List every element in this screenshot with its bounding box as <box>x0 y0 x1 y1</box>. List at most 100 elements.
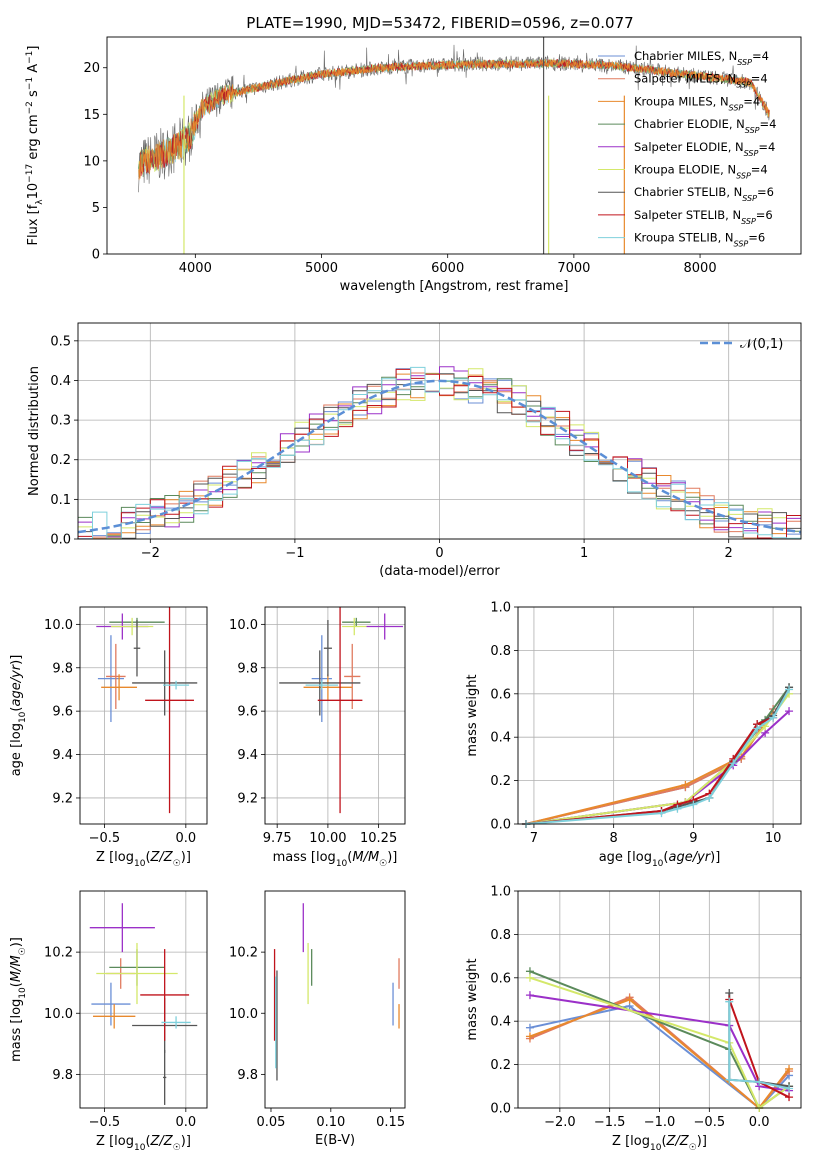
weight-marker <box>725 997 734 1006</box>
x-axis-label: E(B-V) <box>315 1133 355 1148</box>
x-tick-label: 0 <box>435 546 443 561</box>
x-tick-label: 0.0 <box>749 1115 770 1130</box>
weight-series <box>525 686 790 825</box>
y-tick-label: 1.0 <box>490 601 511 616</box>
y-tick-label: 0.0 <box>490 818 511 833</box>
errorbar-point <box>161 1016 191 1029</box>
x-tick-label: −2 <box>141 546 160 561</box>
x-tick-label: 4000 <box>179 261 212 276</box>
legend-label: Chabrier MILES, NSSP=4 <box>634 49 769 67</box>
x-tick-label: 10 <box>765 831 782 846</box>
y-tick-label: 10 <box>83 154 100 169</box>
y-tick-label: 0.6 <box>490 971 511 986</box>
x-axis-label: (data-model)/error <box>379 564 500 579</box>
weight-marker <box>705 793 714 802</box>
errorbar-point <box>132 650 198 716</box>
y-tick-label: 9.6 <box>52 705 73 720</box>
y-tick-label: 5 <box>92 201 100 216</box>
panel-weight_vs_Z: −2.0 −1.5 −1.0 −0.5 0.0 0.0 0.2 0.4 0.6 0.8 1.0 Z [… <box>465 885 802 1153</box>
x-axis-label: Z [log10(Z/Z☉)] <box>96 1134 191 1153</box>
errorbar-point <box>106 643 126 709</box>
x-tick-label: 0.0 <box>175 831 196 846</box>
y-tick-label: 20 <box>83 61 100 76</box>
y-tick-label: 10.2 <box>229 946 258 961</box>
x-tick-label: −0.5 <box>694 1115 726 1130</box>
weight-marker <box>689 800 698 809</box>
x-tick-label: 0.15 <box>376 1115 405 1130</box>
errorbar-point <box>323 620 332 677</box>
y-tick-label: 9.8 <box>52 661 73 676</box>
weight-marker <box>785 1093 794 1102</box>
errorbars <box>89 903 198 1105</box>
spectrum-line <box>138 58 770 181</box>
y-tick-label: 0.1 <box>50 493 71 508</box>
axes-frame <box>264 606 406 825</box>
weight-marker <box>657 809 666 818</box>
axes-frame <box>79 890 208 1109</box>
weight-marker <box>673 804 682 813</box>
weight-marker <box>725 1075 734 1084</box>
errorbar-point <box>344 643 361 709</box>
panel-weight_vs_age: 7 8 9 10 0.0 0.2 0.4 0.6 0.8 1.0 age [log10(age/yr… <box>465 601 802 869</box>
panel-age_vs_mass: 9.75 10.00 10.25 9.2 9.4 9.6 9.8 10.0 mass [log1… <box>229 606 406 869</box>
errorbar-point <box>145 607 194 814</box>
gaussian-curve <box>78 379 801 534</box>
x-tick-label: 7 <box>530 831 538 846</box>
x-axis-label: Z [log10(Z/Z☉)] <box>96 850 191 869</box>
x-axis-label: mass [log10(M/M☉)] <box>273 850 398 869</box>
y-axis-label: Normed distribution <box>27 366 42 496</box>
y-tick-label: 9.8 <box>52 1068 73 1083</box>
y-tick-label: 0.8 <box>490 644 511 659</box>
errorbar-point <box>101 674 137 701</box>
errorbar-point <box>317 607 363 814</box>
errorbar-point <box>93 1004 136 1029</box>
x-tick-label: 5000 <box>305 261 338 276</box>
x-tick-label: 0.05 <box>257 1115 286 1130</box>
y-tick-label: 10.0 <box>44 1007 73 1022</box>
x-axis-label: wavelength [Angstrom, rest frame] <box>340 279 569 294</box>
y-tick-label: 0.8 <box>490 928 511 943</box>
y-tick-label: 9.4 <box>237 748 258 763</box>
y-tick-label: 10.0 <box>229 618 258 633</box>
y-tick-label: 10.0 <box>44 618 73 633</box>
errorbars <box>96 607 198 814</box>
y-tick-label: 9.2 <box>52 791 73 806</box>
errorbar-point <box>342 617 367 636</box>
y-tick-label: 0.5 <box>50 334 71 349</box>
y-tick-label: 15 <box>83 108 100 123</box>
errorbar-point <box>366 613 403 640</box>
y-tick-label: 0.0 <box>490 1102 511 1117</box>
weight-series <box>525 686 790 825</box>
x-tick-label: 10.25 <box>360 831 397 846</box>
x-tick-label: 6000 <box>431 261 464 276</box>
errorbar-point <box>140 949 190 1041</box>
x-tick-label: −1.5 <box>594 1115 626 1130</box>
histogram-series <box>78 366 801 539</box>
x-tick-label: 8 <box>610 831 618 846</box>
weight-marker <box>769 713 778 722</box>
x-tick-label: −0.5 <box>89 1115 121 1130</box>
y-tick-label: 1.0 <box>490 885 511 900</box>
legend-label: Salpeter MILES, NSSP=4 <box>634 72 768 90</box>
weight-lines <box>521 683 794 828</box>
weight-marker <box>753 724 762 733</box>
weight-marker <box>525 1023 534 1032</box>
panel-spectrum: 4000 5000 6000 7000 8000 0 5 10 15 20 wavelength [… <box>25 36 802 294</box>
errorbars <box>273 903 400 1081</box>
panel-residuals: −2 −1 0 1 2 0.0 0.1 0.2 0.3 0.4 0.5 (data-model)/er… <box>27 322 802 579</box>
errorbar-point <box>110 617 154 636</box>
y-tick-label: 0.2 <box>50 453 71 468</box>
weight-series <box>525 693 790 825</box>
weight-marker <box>755 1077 764 1086</box>
weight-marker <box>681 780 690 789</box>
errorbars <box>279 607 403 814</box>
errorbar-point <box>89 903 155 953</box>
x-tick-label: 1 <box>580 546 588 561</box>
x-tick-label: 10.00 <box>309 831 346 846</box>
errorbar-point <box>342 617 371 627</box>
y-tick-label: 9.8 <box>237 1068 258 1083</box>
legend-label: 𝒩(0,1) <box>740 337 783 352</box>
weight-marker <box>625 995 634 1004</box>
